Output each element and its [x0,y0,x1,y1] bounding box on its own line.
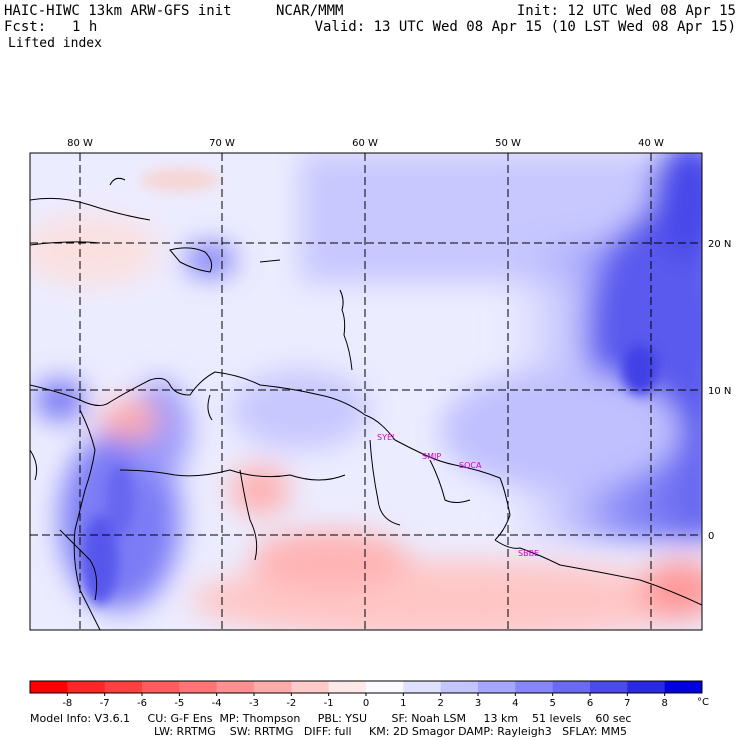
graticule [30,153,702,630]
colorbar [29,680,703,694]
colorbar-tick-label: 4 [512,698,518,709]
colorbar-swatch [254,681,292,693]
colorbar-swatch [478,681,516,693]
colorbar-tick-label: 3 [475,698,481,709]
colorbar-swatch [627,681,666,693]
lat-tick-label: 10 N [708,386,731,397]
station-label: SOCA [459,461,482,470]
forecast-label: Fcst: [4,19,47,35]
lon-tick-label: 50 W [495,138,521,149]
colorbar-tick-label: 5 [549,698,555,709]
colorbar-swatch [515,681,554,693]
colorbar-tick-label: 7 [624,698,630,709]
colorbar-swatch [104,681,143,693]
colorbar-swatch [552,681,591,693]
map-frame [29,152,703,631]
lat-tick-label: 0 [708,531,714,542]
init-time: Init: 12 UTC Wed 08 Apr 15 [516,3,736,19]
colorbar-swatch [216,681,255,693]
colorbar-swatch [403,681,442,693]
colorbar-tick-label: -7 [100,698,110,709]
model-info-line-2: LW: RRTMG SW: RRTMG DIFF: full KM: 2D Sm… [154,725,627,738]
organization: NCAR/MMM [276,3,344,19]
colorbar-tick-label: -3 [249,698,259,709]
colorbar-tick-label: -4 [212,698,222,709]
colorbar-tick-label: 2 [437,698,443,709]
colorbar-tick-label: 6 [587,698,593,709]
colorbar-swatch [142,681,180,693]
colorbar-labels: -8 -7 -6 -5 -4 -3 -2 -1 0 1 2 3 4 5 6 7 8 [62,693,668,709]
lat-tick-label: 20 N [708,239,731,250]
colorbar-swatch [328,681,367,693]
model-title: HAIC-HIWC 13km ARW-GFS init [4,3,232,19]
colorbar-swatch [664,681,703,693]
colorbar-tick-label: 1 [400,698,406,709]
colorbar-swatch [30,681,68,693]
lon-tick-label: 80 W [67,138,93,149]
li-field [30,153,702,630]
station-label: SMJP [422,452,441,461]
colorbar-tick-label: -1 [324,698,334,709]
colorbar-swatch [67,681,106,693]
field-name: Lifted index [8,36,102,51]
model-info-line-1: Model Info: V3.6.1 CU: G-F Ens MP: Thomp… [30,712,632,725]
lon-tick-label: 70 W [209,138,235,149]
colorbar-tick-label: -5 [174,698,184,709]
colorbar-swatch [291,681,330,693]
colorbar-tick-label: -2 [286,698,296,709]
station-label: SYEI [377,433,394,442]
lon-tick-label: 40 W [638,138,664,149]
coastlines [30,177,702,630]
colorbar-unit: °C [697,697,709,708]
valid-time: Valid: 13 UTC Wed 08 Apr 15 (10 LST Wed … [314,19,736,35]
station-label: SBBE [518,549,539,558]
colorbar-swatch [366,681,404,693]
colorbar-tick-label: 0 [363,698,369,709]
colorbar-tick-label: 8 [661,698,667,709]
lon-tick-label: 60 W [352,138,378,149]
colorbar-swatch [590,681,628,693]
colorbar-tick-label: -6 [137,698,147,709]
colorbar-tick-label: -8 [62,698,72,709]
colorbar-swatch [440,681,479,693]
forecast-hour: 1 h [72,19,98,35]
colorbar-swatch [179,681,218,693]
